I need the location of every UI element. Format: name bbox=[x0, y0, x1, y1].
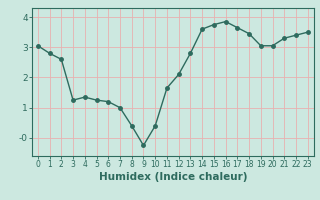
X-axis label: Humidex (Indice chaleur): Humidex (Indice chaleur) bbox=[99, 172, 247, 182]
